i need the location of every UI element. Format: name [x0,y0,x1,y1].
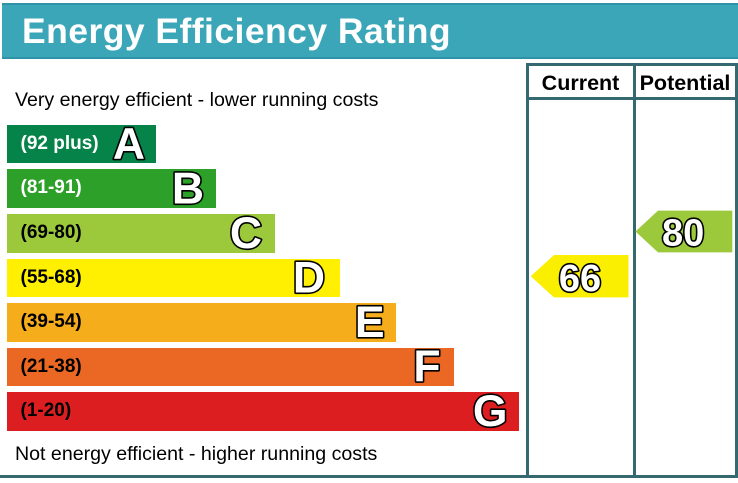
svg-text:G: G [473,387,508,436]
svg-text:B: B [172,164,204,213]
svg-text:80: 80 [662,213,704,255]
svg-text:A: A [113,120,145,169]
svg-text:66: 66 [559,258,601,300]
svg-text:D: D [293,254,325,303]
svg-text:C: C [230,209,262,258]
svg-text:F: F [413,343,440,392]
svg-text:E: E [355,298,385,347]
